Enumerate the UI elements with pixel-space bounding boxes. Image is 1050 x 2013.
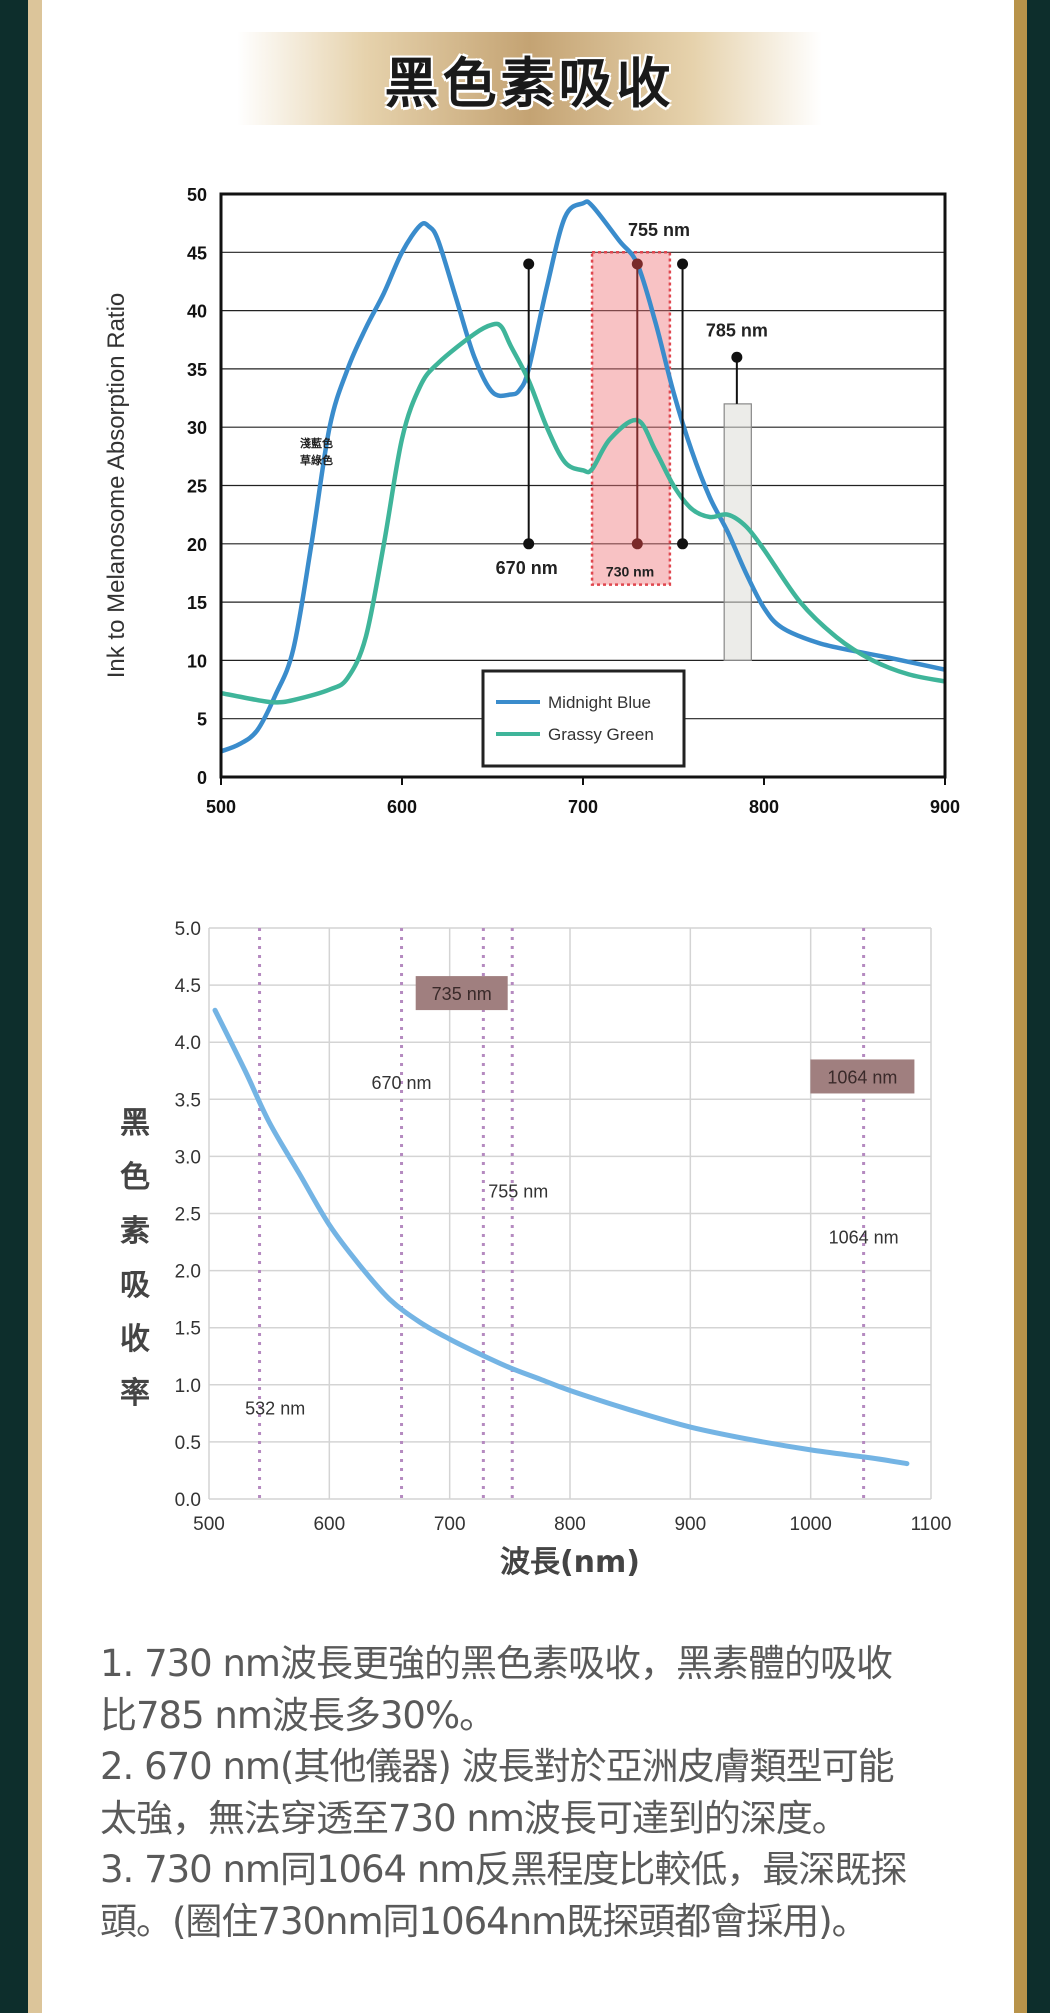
y-tick-label: 5: [197, 710, 207, 730]
y-axis-title-char: 收: [120, 1322, 150, 1357]
y-axis-title-char: 率: [120, 1376, 150, 1411]
y-tick-label: 0.5: [175, 1433, 201, 1454]
x-tick-label: 1100: [911, 1514, 952, 1535]
annotation-grass-green: 草綠色: [300, 453, 333, 467]
frame-left-gold: [28, 0, 42, 2013]
absorption-curve: [212, 1007, 910, 1467]
y-tick-label: 0: [197, 768, 207, 788]
y-tick-label: 30: [187, 418, 207, 438]
x-tick-label: 600: [387, 797, 417, 817]
marker-label: 730 nm: [606, 563, 654, 579]
wavelength-label-box: [415, 976, 508, 1011]
x-tick-label: 500: [193, 1514, 225, 1535]
marker-label: 755 nm: [628, 220, 690, 240]
y-tick-label: 20: [187, 535, 207, 555]
x-tick-label: 900: [930, 797, 960, 817]
x-tick-label: 600: [313, 1514, 345, 1535]
series-line-midnight-blue: [220, 199, 946, 754]
y-axis-title-char: 色: [120, 1160, 150, 1195]
x-tick-label: 700: [568, 797, 598, 817]
x-tick-label: 900: [674, 1514, 706, 1535]
note-line: 比785 nm波長多30%。: [100, 1693, 496, 1737]
marker-dot: [677, 258, 689, 270]
wavelength-label: 670 nm: [372, 1073, 432, 1093]
x-tick-label: 1000: [790, 1514, 832, 1535]
y-tick-label: 2.0: [175, 1262, 201, 1283]
marker-label: 785 nm: [706, 320, 768, 340]
frame-right-dark: [1027, 0, 1050, 2013]
marker-dot: [523, 258, 535, 270]
absorption-ratio-chart: 0 5 10 15 20 25 30 35 40 45 50 500 600 700 800 900 Ink t…: [103, 185, 960, 817]
note-line: 3. 730 nm同1064 nm反黑程度比較低，最深既探: [100, 1848, 907, 1891]
y-axis-title-char: 吸: [120, 1268, 150, 1303]
legend-label: Grassy Green: [548, 725, 654, 744]
y-tick-label: 35: [187, 360, 207, 380]
y-tick-label: 4.5: [175, 976, 201, 997]
note-line: 頭。(圈住730nm同1064nm既探頭都會採用)。: [100, 1899, 869, 1943]
marker-dot: [631, 538, 643, 550]
series-line-grassy-green: [220, 321, 946, 705]
page-title: 黑色素吸收: [384, 52, 675, 115]
highlight-band-730: [590, 251, 672, 586]
x-tick-label: 500: [206, 797, 236, 817]
note-line: 2. 670 nm(其他儀器) 波長對於亞洲皮膚類型可能: [100, 1745, 895, 1788]
y-tick-label: 40: [187, 302, 207, 322]
y-tick-label: 25: [187, 477, 207, 497]
y-tick-label: 3.5: [175, 1090, 201, 1111]
y-tick-label: 2.5: [175, 1205, 201, 1226]
y-axis-title-char: 黑: [120, 1106, 150, 1141]
notes: 1. 730 nm波長更強的黑色素吸收，黑素體的吸收 比785 nm波長多30%…: [100, 1638, 960, 1947]
legend-label: Midnight Blue: [548, 693, 651, 712]
marker-dot: [677, 538, 689, 550]
wavelength-label: 1064 nm: [827, 1067, 897, 1087]
legend-box: [481, 669, 686, 768]
y-tick-label: 5.0: [175, 919, 201, 940]
wavelength-label: 532 nm: [245, 1399, 305, 1419]
y-tick-label: 10: [187, 651, 207, 671]
wavelength-label-box: [810, 1059, 915, 1094]
y-tick-label: 15: [187, 593, 207, 613]
marker-dot: [731, 351, 743, 363]
frame-left-dark: [0, 0, 28, 2013]
y-tick-label: 0.0: [175, 1490, 201, 1511]
x-tick-label: 700: [434, 1514, 466, 1535]
y-tick-label: 45: [187, 243, 207, 263]
note-line: 太強，無法穿透至730 nm波長可達到的深度。: [100, 1796, 849, 1840]
y-tick-label: 1.5: [175, 1319, 201, 1340]
plot-frame: [219, 192, 947, 779]
marker-dot: [631, 258, 643, 270]
melanin-absorption-chart: 0.0 0.5 1.0 1.5 2.0 2.5 3.0 3.5 4.0 4.5 5.0 500 600 7…: [120, 919, 952, 1580]
y-tick-label: 3.0: [175, 1147, 201, 1168]
wavelength-label: 735 nm: [432, 984, 492, 1004]
x-axis-title: 波長(nm): [500, 1545, 640, 1580]
wavelength-label: 755 nm: [488, 1182, 548, 1202]
y-tick-label: 1.0: [175, 1376, 201, 1397]
note-line: 1. 730 nm波長更強的黑色素吸收，黑素體的吸收: [100, 1642, 893, 1685]
x-tick-label: 800: [554, 1514, 586, 1535]
wavelength-label: 1064 nm: [829, 1227, 899, 1247]
y-axis-title: Ink to Melanosome Absorption Ratio: [103, 293, 130, 679]
y-tick-label: 50: [187, 185, 207, 205]
y-axis-title-char: 素: [120, 1214, 150, 1249]
frame-right-gold: [1014, 0, 1027, 2013]
marker-dot: [523, 538, 535, 550]
annotation-light-blue: 淺藍色: [300, 436, 333, 450]
x-tick-label: 800: [749, 797, 779, 817]
title-banner: 黑色素吸收: [237, 32, 822, 125]
y-tick-label: 4.0: [175, 1033, 201, 1054]
marker-label: 670 nm: [496, 558, 558, 578]
